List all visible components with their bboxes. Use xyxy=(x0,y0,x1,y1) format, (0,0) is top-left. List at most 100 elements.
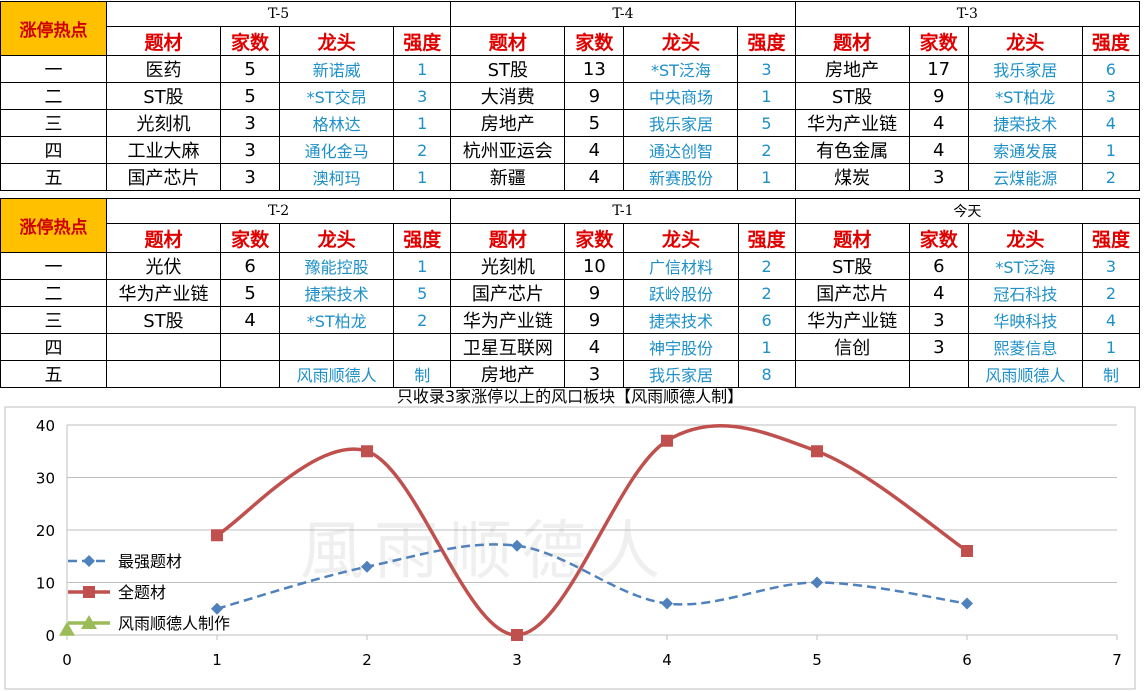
count-cell: 6 xyxy=(908,252,969,280)
leader-cell: 我乐家居 xyxy=(967,55,1083,83)
rank-cell: 五 xyxy=(0,360,107,388)
topic-cell xyxy=(105,333,222,361)
leader-cell: *ST泛海 xyxy=(623,55,739,83)
count-cell: 4 xyxy=(908,279,969,307)
strength-cell: 1 xyxy=(393,55,452,83)
plot-area xyxy=(4,406,1136,690)
data-point xyxy=(961,545,973,557)
count-cell: 5 xyxy=(564,109,625,137)
topic-cell: ST股 xyxy=(105,82,222,110)
leader-cell: 豫能控股 xyxy=(279,252,395,280)
table-row: 二华为产业链 5 捷荣技术 5 国产芯片 9 跃岭股份 2 国产芯片 4 冠石科技 2 xyxy=(0,279,1141,307)
count-cell: 4 xyxy=(908,136,969,164)
topic-cell: 国产芯片 xyxy=(105,163,222,191)
topic-cell: ST股 xyxy=(105,306,222,334)
y-tick-label: 20 xyxy=(36,522,55,540)
topic-cell: 光刻机 xyxy=(450,252,566,280)
leader-cell: 我乐家居 xyxy=(623,109,739,137)
hot-label: 涨停热点 xyxy=(0,198,107,253)
column-header: 家数 xyxy=(564,26,625,56)
count-cell: 10 xyxy=(564,252,625,280)
topic-cell xyxy=(105,360,222,388)
legend-label: 最强题材 xyxy=(118,552,182,571)
topic-cell: 信创 xyxy=(794,333,910,361)
strength-cell: 2 xyxy=(393,136,452,164)
count-cell: 3 xyxy=(220,109,281,137)
topic-cell: 工业大麻 xyxy=(105,136,222,164)
topic-cell: ST股 xyxy=(794,252,910,280)
y-tick-label: 10 xyxy=(36,575,55,593)
leader-cell: 新诺威 xyxy=(279,55,395,83)
strength-cell: 2 xyxy=(1081,279,1141,307)
column-header: 龙头 xyxy=(623,26,739,56)
strength-cell: 4 xyxy=(1081,109,1141,137)
rank-cell: 二 xyxy=(0,82,107,110)
strength-cell: 8 xyxy=(737,360,796,388)
table-row: 五国产芯片 3 澳柯玛 1 新疆 4 新赛股份 1 煤炭 3 云煤能源 2 xyxy=(0,163,1141,191)
column-header: 家数 xyxy=(908,223,969,253)
leader-cell: 索通发展 xyxy=(967,136,1083,164)
data-point xyxy=(361,560,373,573)
data-point xyxy=(211,602,223,615)
column-header: 龙头 xyxy=(279,26,395,56)
period-header: T-4 xyxy=(450,1,796,27)
topic-cell: 杭州亚运会 xyxy=(450,136,566,164)
legend-label: 全题材 xyxy=(118,583,166,602)
column-header: 龙头 xyxy=(623,223,739,253)
count-cell: 9 xyxy=(564,82,625,110)
strength-cell: 6 xyxy=(737,306,796,334)
strength-cell: 2 xyxy=(737,279,796,307)
rank-cell: 三 xyxy=(0,109,107,137)
column-header: 家数 xyxy=(220,223,281,253)
leader-cell: 通达创智 xyxy=(623,136,739,164)
leader-cell: 通化金马 xyxy=(279,136,395,164)
column-header: 龙头 xyxy=(967,223,1083,253)
topic-cell: 房地产 xyxy=(450,360,566,388)
count-cell: 5 xyxy=(220,279,281,307)
topic-cell: 卫星互联网 xyxy=(450,333,566,361)
count-cell: 4 xyxy=(564,333,625,361)
leader-cell: *ST泛海 xyxy=(967,252,1083,280)
topic-cell: 房地产 xyxy=(450,109,566,137)
hot-label: 涨停热点 xyxy=(0,1,107,56)
x-tick-label: 0 xyxy=(62,651,72,669)
column-header: 家数 xyxy=(564,223,625,253)
leader-cell xyxy=(279,333,395,361)
leader-cell: 捷荣技术 xyxy=(279,279,395,307)
rank-cell: 四 xyxy=(0,136,107,164)
topic-cell: 华为产业链 xyxy=(794,306,910,334)
rank-cell: 四 xyxy=(0,333,107,361)
x-tick-label: 2 xyxy=(362,651,372,669)
topic-cell: 医药 xyxy=(105,55,222,83)
rank-cell: 一 xyxy=(0,55,107,83)
leader-cell: 风雨顺德人 xyxy=(967,360,1083,388)
topic-cell: 光刻机 xyxy=(105,109,222,137)
column-header: 题材 xyxy=(794,26,910,56)
strength-cell: 3 xyxy=(1081,82,1141,110)
column-header: 强度 xyxy=(737,223,796,253)
rank-cell: 二 xyxy=(0,279,107,307)
hot-table-1: 涨停热点 T-5 T-4 T-3 题材 家数 龙头 强度 题材 家数 龙头 强度 题材 家数 龙头 强度一医药… xyxy=(0,1,1141,191)
count-cell xyxy=(220,360,281,388)
strength-cell: 制 xyxy=(1081,360,1141,388)
y-tick-label: 30 xyxy=(36,470,55,488)
leader-cell: *ST柏龙 xyxy=(279,306,395,334)
count-cell: 3 xyxy=(908,306,969,334)
topic-cell: ST股 xyxy=(794,82,910,110)
count-cell: 3 xyxy=(908,163,969,191)
leader-cell: 澳柯玛 xyxy=(279,163,395,191)
leader-cell: 捷荣技术 xyxy=(623,306,739,334)
column-header: 龙头 xyxy=(279,223,395,253)
column-header: 家数 xyxy=(908,26,969,56)
count-cell: 17 xyxy=(908,55,969,83)
data-point xyxy=(961,597,973,610)
table-row: 一光伏 6 豫能控股 1 光刻机 10 广信材料 2 ST股 6 *ST泛海 3 xyxy=(0,252,1141,280)
x-tick-label: 6 xyxy=(962,651,972,669)
topic-cell: 华为产业链 xyxy=(794,109,910,137)
column-header: 题材 xyxy=(105,26,222,56)
topic-cell: 国产芯片 xyxy=(450,279,566,307)
legend-marker xyxy=(83,586,95,598)
count-cell: 3 xyxy=(908,333,969,361)
data-point xyxy=(511,539,523,552)
